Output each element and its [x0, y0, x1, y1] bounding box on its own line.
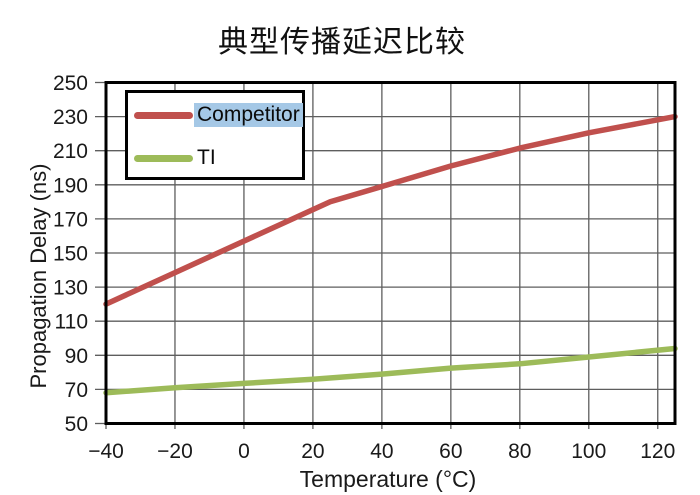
y-tick-label: 50 [65, 413, 88, 436]
y-tick-label: 210 [53, 140, 88, 163]
series-line-ti [103, 345, 678, 396]
y-tick-label: 130 [53, 277, 88, 300]
legend-label-ti: TI [197, 146, 216, 169]
y-tick-label: 250 [53, 72, 88, 95]
y-tick-label: 190 [53, 174, 88, 197]
legend-swatch-competitor [134, 111, 193, 119]
x-tick-label: 80 [508, 440, 531, 463]
legend-item-ti: TI [134, 145, 219, 171]
x-tick-label: 40 [370, 440, 393, 463]
chart-title: 典型传播延迟比较 [218, 25, 466, 60]
legend: Competitor TI [125, 90, 305, 180]
x-tick-label: 120 [640, 440, 675, 463]
y-tick-label: 70 [65, 379, 88, 402]
x-tick-label: −40 [88, 440, 124, 463]
y-tick-label: 90 [65, 345, 88, 368]
x-tick-label: 20 [301, 440, 324, 463]
series-line-competitor [103, 113, 678, 307]
x-tick-label: 0 [238, 440, 250, 463]
y-tick-label: 170 [53, 208, 88, 231]
x-tick-label: −20 [157, 440, 193, 463]
legend-item-competitor: Competitor [134, 102, 303, 128]
x-axis-title: Temperature (°C) [299, 466, 477, 492]
legend-swatch-ti [134, 154, 193, 162]
legend-label-competitor: Competitor [194, 103, 303, 127]
y-tick-label: 230 [53, 106, 88, 129]
x-tick-label: 60 [439, 440, 462, 463]
plot-border [104, 81, 677, 425]
y-tick-label: 110 [55, 311, 88, 334]
x-tick-label: 100 [571, 440, 606, 463]
y-tick-label: 150 [53, 243, 88, 266]
